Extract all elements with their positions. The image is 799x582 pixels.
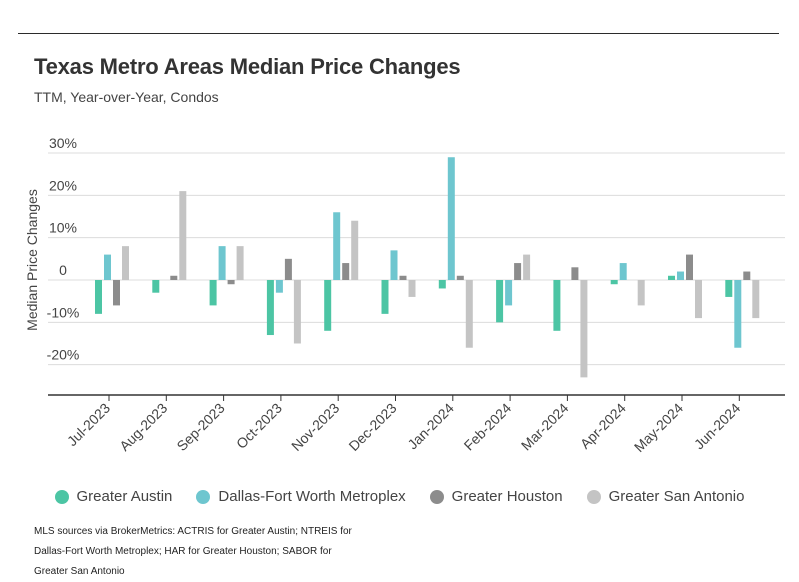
legend-label: Dallas-Fort Worth Metroplex xyxy=(218,488,406,505)
bar-greater-houston-nov-2023 xyxy=(342,263,350,280)
x-tick-label: May-2024 xyxy=(631,400,686,455)
bar-greater-austin-nov-2023 xyxy=(324,280,332,331)
y-axis-label: Median Price Changes xyxy=(24,189,40,331)
x-tick-label: Sep-2023 xyxy=(173,400,227,454)
legend-swatch xyxy=(586,489,601,504)
bar-greater-san-antonio-sep-2023 xyxy=(236,246,244,280)
bar-dallas-fort-worth-metroplex-sep-2023 xyxy=(218,246,226,280)
legend-item: Greater Houston xyxy=(429,488,563,505)
bar-greater-austin-may-2024 xyxy=(668,275,675,280)
y-tick-label: 20% xyxy=(49,177,77,193)
x-tick-label: Apr-2024 xyxy=(577,400,629,452)
bar-greater-houston-may-2024 xyxy=(686,254,693,280)
chart-frame xyxy=(18,33,779,561)
y-tick-label: 30% xyxy=(49,135,77,151)
bar-greater-austin-jan-2024 xyxy=(438,280,446,289)
bar-dallas-fort-worth-metroplex-dec-2023 xyxy=(390,250,398,280)
x-tick-label: Aug-2023 xyxy=(116,400,170,454)
chart-legend: Greater Austin Dallas-Fort Worth Metrople… xyxy=(0,488,799,505)
bar-greater-austin-mar-2024 xyxy=(553,280,561,331)
bar-greater-san-antonio-may-2024 xyxy=(695,280,702,319)
x-tick-label: Dec-2023 xyxy=(345,400,399,454)
bar-greater-houston-jul-2023 xyxy=(113,280,120,306)
bar-dallas-fort-worth-metroplex-feb-2024 xyxy=(505,280,513,306)
bar-greater-houston-feb-2024 xyxy=(514,263,522,280)
bar-dallas-fort-worth-metroplex-jan-2024 xyxy=(447,157,455,280)
bar-dallas-fort-worth-metroplex-jun-2024 xyxy=(734,280,742,348)
legend-item: Greater San Antonio xyxy=(586,488,745,505)
bar-greater-houston-sep-2023 xyxy=(227,280,235,285)
legend-swatch xyxy=(429,489,444,504)
bar-dallas-fort-worth-metroplex-jul-2023 xyxy=(104,254,111,280)
bar-greater-houston-aug-2023 xyxy=(170,275,178,280)
bar-greater-san-antonio-jun-2024 xyxy=(752,280,760,319)
x-tick-label: Jun-2024 xyxy=(691,400,744,453)
bar-greater-austin-aug-2023 xyxy=(152,280,160,293)
bar-greater-san-antonio-jan-2024 xyxy=(465,280,473,348)
x-tick-label: Nov-2023 xyxy=(288,400,342,454)
y-tick-label: 0 xyxy=(59,262,67,278)
x-tick-label: Feb-2024 xyxy=(461,400,515,454)
legend-label: Greater Houston xyxy=(451,488,563,505)
bar-greater-san-antonio-mar-2024 xyxy=(580,280,588,378)
bar-greater-san-antonio-jul-2023 xyxy=(122,246,129,280)
legend-label: Greater Austin xyxy=(76,488,173,505)
bar-greater-austin-jul-2023 xyxy=(95,280,102,314)
legend-swatch xyxy=(54,489,69,504)
x-tick-label: Jul-2023 xyxy=(64,400,113,449)
bar-greater-austin-feb-2024 xyxy=(496,280,504,323)
y-tick-label: 10% xyxy=(49,220,77,236)
bar-greater-houston-oct-2023 xyxy=(284,258,292,280)
bar-greater-san-antonio-nov-2023 xyxy=(351,220,359,280)
legend-item: Dallas-Fort Worth Metroplex xyxy=(196,488,406,505)
bar-greater-houston-mar-2024 xyxy=(571,267,579,280)
x-tick-label: Oct-2023 xyxy=(233,400,285,452)
x-tick-label: Mar-2024 xyxy=(518,400,572,454)
bar-greater-austin-sep-2023 xyxy=(209,280,217,306)
legend-swatch xyxy=(196,489,211,504)
bar-greater-san-antonio-aug-2023 xyxy=(179,191,187,280)
bar-greater-houston-jan-2024 xyxy=(456,275,464,280)
y-tick-label: -10% xyxy=(47,304,80,320)
bar-greater-san-antonio-dec-2023 xyxy=(408,280,416,297)
source-note: MLS sources via BrokerMetrics: ACTRIS fo… xyxy=(34,526,352,577)
legend-label: Greater San Antonio xyxy=(608,488,745,505)
bar-greater-austin-jun-2024 xyxy=(725,280,733,297)
bar-greater-houston-jun-2024 xyxy=(743,271,751,280)
bar-dallas-fort-worth-metroplex-nov-2023 xyxy=(333,212,341,280)
bar-greater-austin-oct-2023 xyxy=(266,280,274,336)
bar-greater-austin-apr-2024 xyxy=(610,280,618,285)
chart-title: Texas Metro Areas Median Price Changes xyxy=(34,54,461,79)
chart-subtitle: TTM, Year-over-Year, Condos xyxy=(34,89,219,105)
bar-greater-san-antonio-oct-2023 xyxy=(293,280,301,344)
bar-greater-houston-dec-2023 xyxy=(399,275,407,280)
bar-dallas-fort-worth-metroplex-may-2024 xyxy=(677,271,684,280)
bar-dallas-fort-worth-metroplex-apr-2024 xyxy=(619,263,627,280)
bar-dallas-fort-worth-metroplex-oct-2023 xyxy=(275,280,283,293)
bar-greater-san-antonio-apr-2024 xyxy=(637,280,645,306)
bar-greater-san-antonio-feb-2024 xyxy=(523,254,531,280)
x-tick-label: Jan-2024 xyxy=(404,400,457,453)
bar-greater-austin-dec-2023 xyxy=(381,280,389,314)
y-tick-label: -20% xyxy=(47,347,80,363)
legend-item: Greater Austin xyxy=(54,488,173,505)
